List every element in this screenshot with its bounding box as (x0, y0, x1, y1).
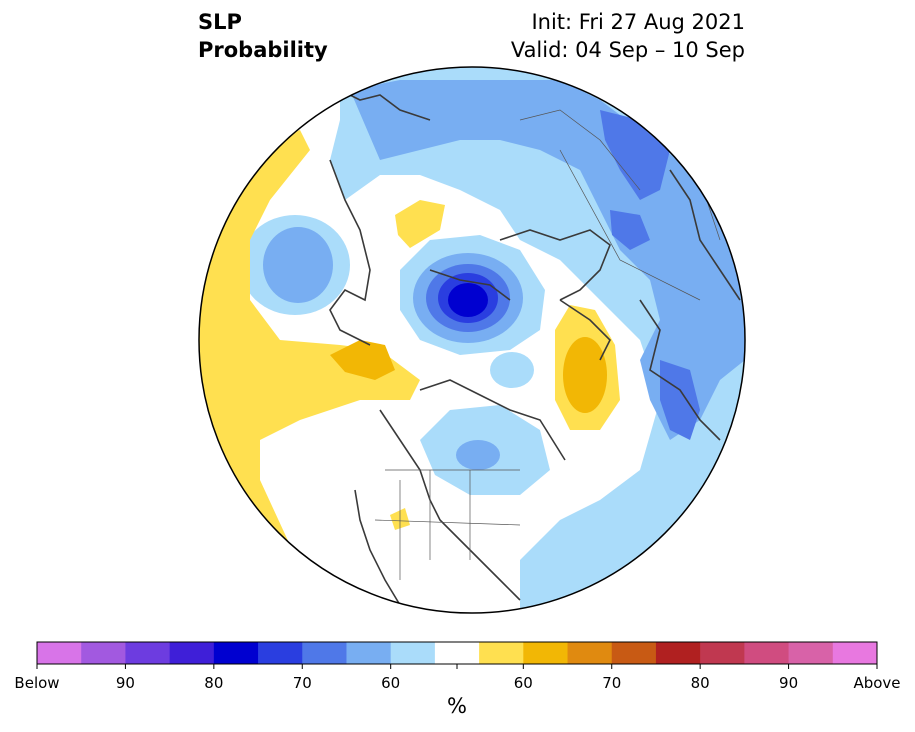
coastlines (329, 89, 741, 606)
central-asia-low-region (610, 210, 650, 250)
colorbar-swatch (37, 642, 82, 664)
colorbar-swatch (832, 642, 878, 664)
colorbar-swatch (390, 642, 436, 664)
east-asia-low-region (660, 360, 700, 440)
colorbar-tick-label: 80 (204, 674, 224, 692)
colorbar-swatch (523, 642, 569, 664)
colorbar-swatch (346, 642, 392, 664)
map-title: SLP Probability (198, 8, 328, 64)
alaska-high-region (330, 340, 395, 380)
colorbar-swatch (788, 642, 834, 664)
scandinavia-high-core (563, 337, 607, 413)
colorbar-swatch (302, 642, 347, 664)
colorbar-tick-label: 80 (690, 674, 710, 692)
colorbar-swatch (479, 642, 524, 664)
colorbar-tick-label: Above (853, 674, 901, 692)
colorbar-swatch (611, 642, 657, 664)
valid-range: Valid: 04 Sep – 10 Sep (510, 38, 745, 62)
east-siberia-high (395, 200, 445, 248)
globe-outline (198, 66, 746, 614)
colorbar-swatch (700, 642, 745, 664)
colorbar-swatch (81, 642, 126, 664)
colorbar-swatch (258, 642, 303, 664)
colorbar-swatch (169, 642, 215, 664)
title-line-2: Probability (198, 38, 328, 62)
colorbar-unit: % (447, 694, 467, 718)
arctic-low-core (448, 283, 488, 317)
colorbar-tick-label: 60 (381, 674, 401, 692)
colorbar-tick-label: 70 (292, 674, 312, 692)
colorbar-swatch (567, 642, 613, 664)
colorbar-swatch (125, 642, 171, 664)
forecast-dates: Init: Fri 27 Aug 2021 Valid: 04 Sep – 10… (511, 8, 745, 64)
colorbar-tick-label: 90 (779, 674, 799, 692)
colorbar-swatch (213, 642, 259, 664)
pacific-low-inner (263, 227, 333, 303)
greenland-low (490, 352, 534, 388)
colorbar-tick-label: 60 (513, 674, 533, 692)
title-line-1: SLP (198, 10, 242, 34)
colorbar-tick-label: 70 (602, 674, 622, 692)
globe-fill (199, 67, 745, 613)
hudson-low-core (456, 440, 500, 470)
colorbar (36, 641, 878, 669)
colorbar-swatch (434, 642, 480, 664)
colorbar-tick-label: Below (14, 674, 60, 692)
colorbar-swatch (655, 642, 701, 664)
colorbar-tick-label: 90 (115, 674, 135, 692)
pacific-high-region (199, 130, 420, 545)
colorbar-swatch (744, 642, 790, 664)
init-date: Init: Fri 27 Aug 2021 (531, 10, 745, 34)
